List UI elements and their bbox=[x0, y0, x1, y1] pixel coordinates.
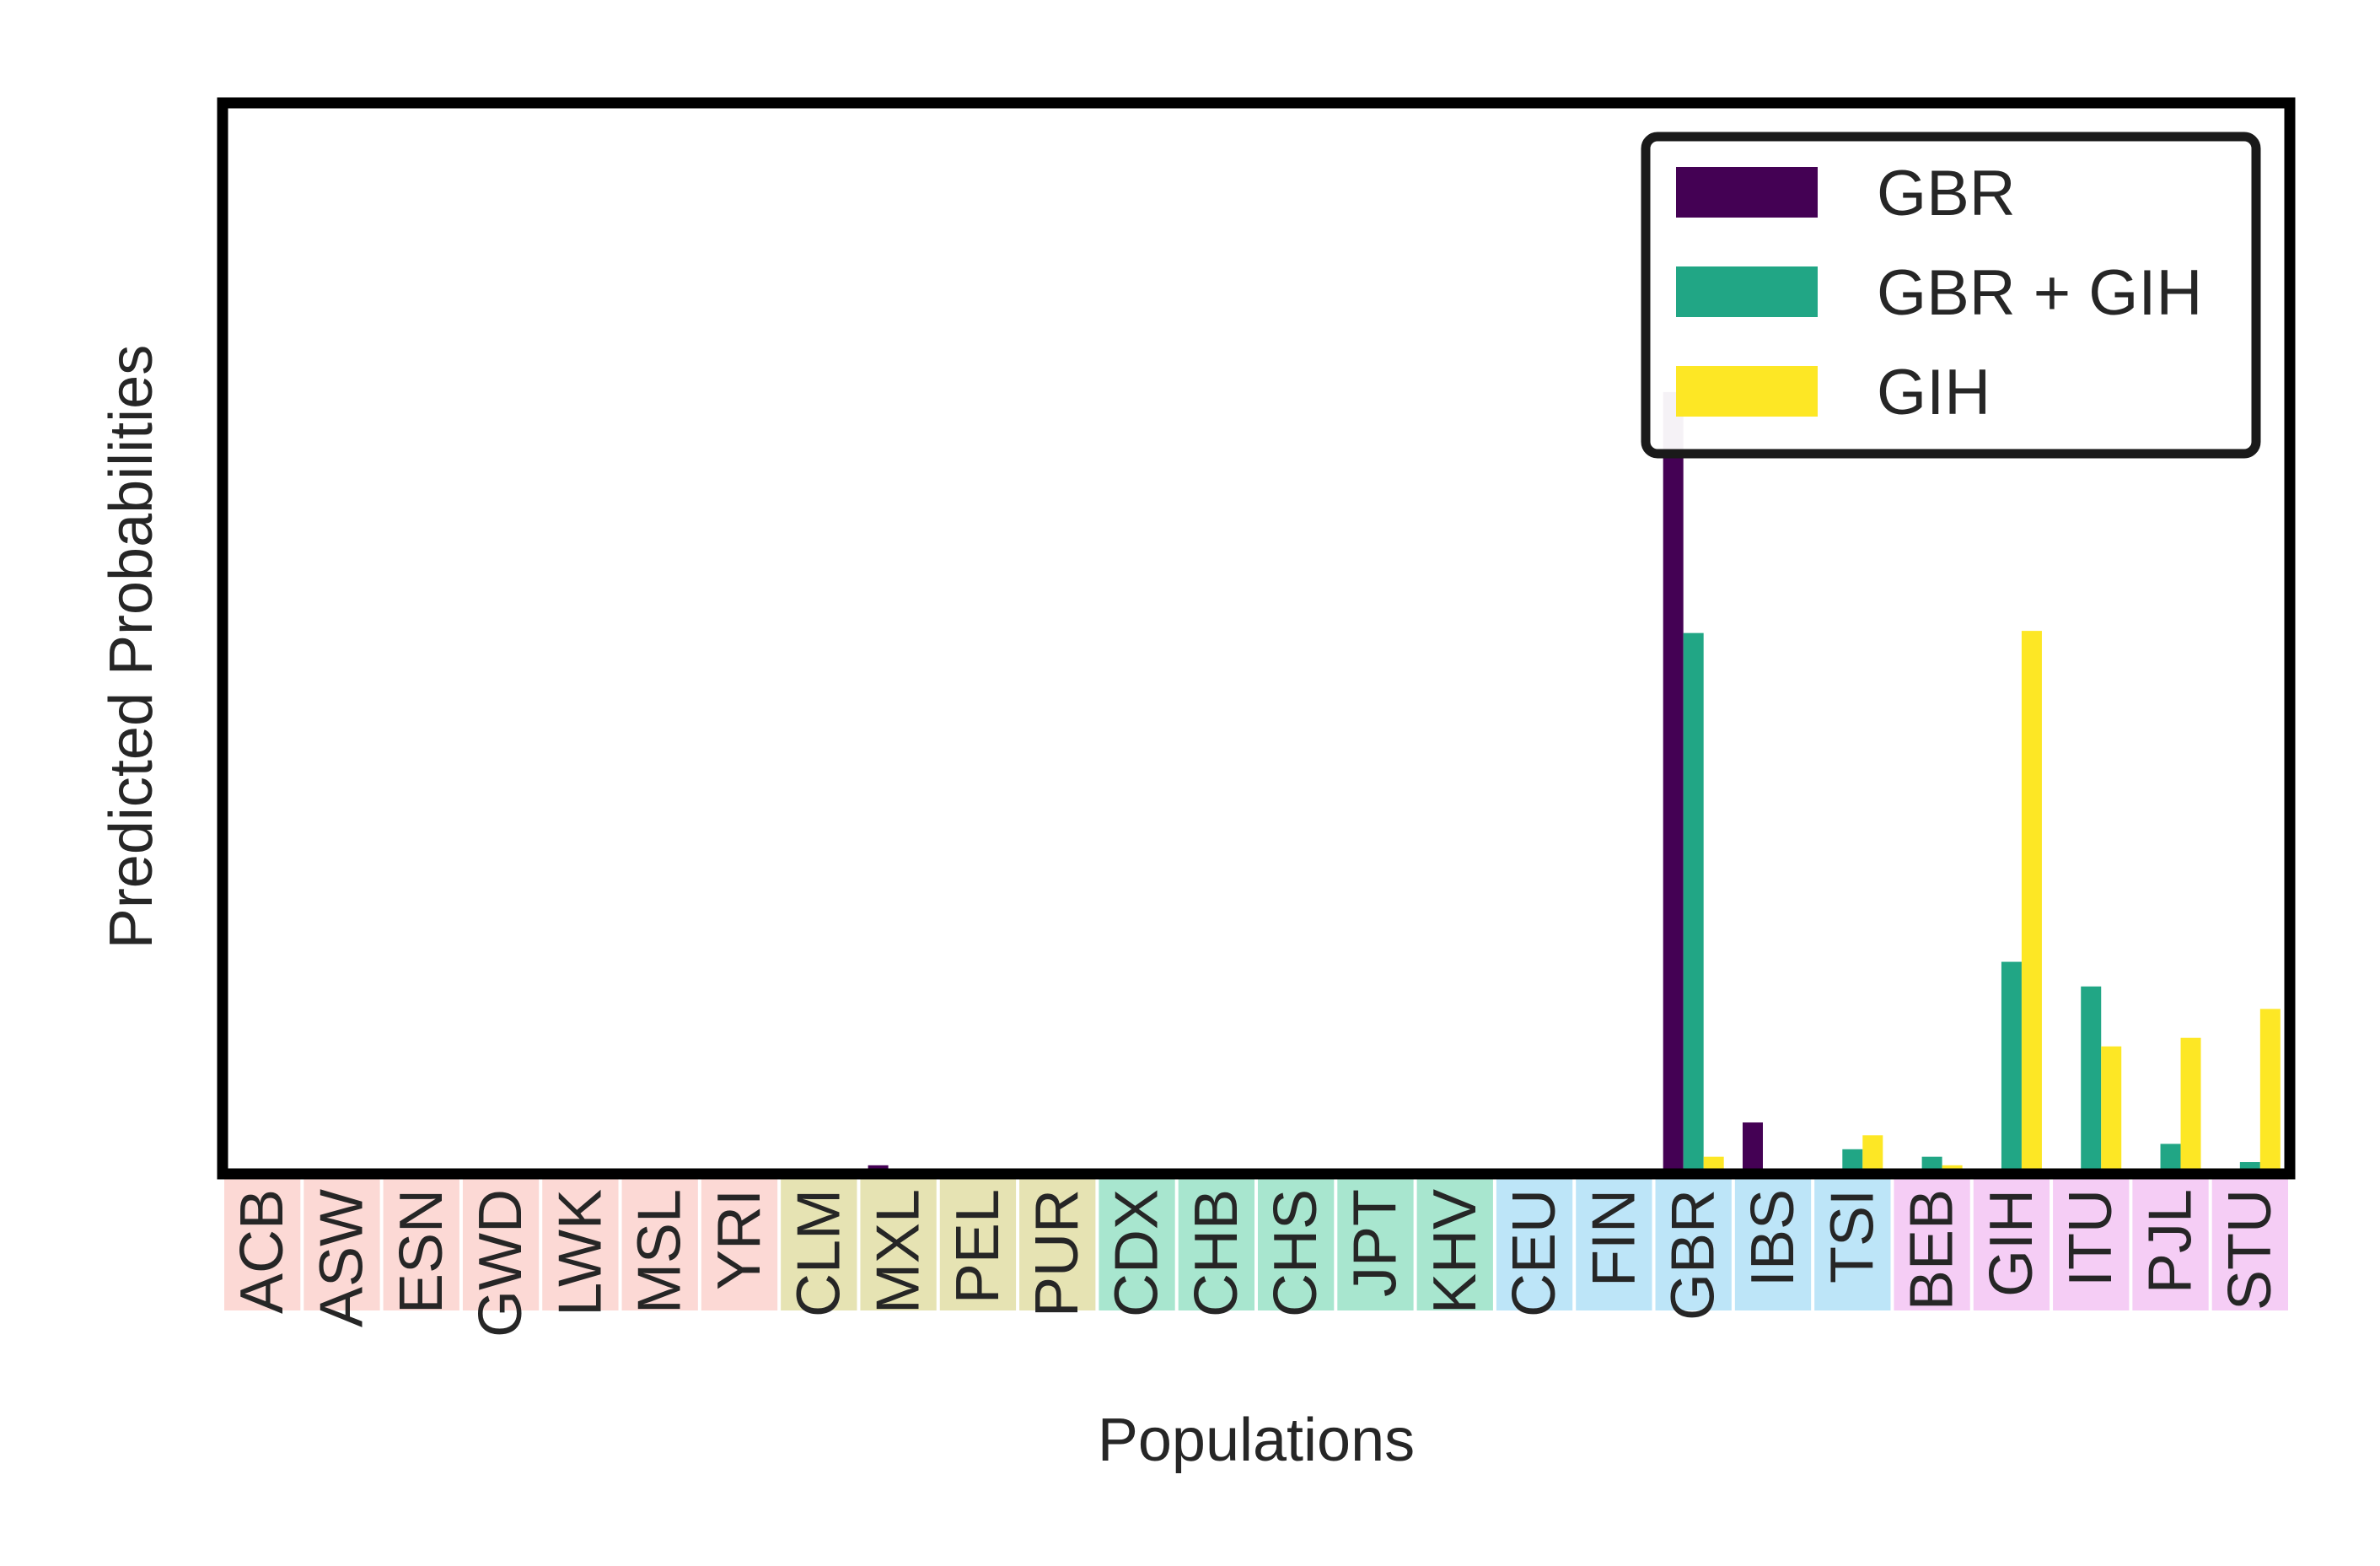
tick-bg-msl bbox=[621, 1179, 698, 1310]
tick-bg-beb bbox=[1894, 1179, 1970, 1310]
bar-gbr-gbr bbox=[1663, 391, 1684, 1174]
legend-label-gbr: GBR bbox=[1877, 158, 2016, 229]
legend-swatch-gih bbox=[1676, 366, 1818, 417]
x-tick-gih: GIH bbox=[1978, 1189, 2045, 1297]
x-tick-ceu: CEU bbox=[1501, 1189, 1568, 1317]
legend-label-gbr-gih: GBR + GIH bbox=[1877, 257, 2202, 329]
tick-bg-fin bbox=[1576, 1179, 1652, 1310]
bar-gih-pjl bbox=[2180, 1037, 2201, 1174]
x-tick-pel: PEL bbox=[944, 1189, 1012, 1304]
tick-bg-cdx bbox=[1099, 1179, 1175, 1310]
tick-bg-chb bbox=[1178, 1179, 1254, 1310]
x-tick-cdx: CDX bbox=[1104, 1189, 1171, 1317]
x-tick-asw: ASW bbox=[308, 1189, 375, 1327]
x-tick-ibs: IBS bbox=[1739, 1189, 1807, 1287]
x-tick-tsi: TSI bbox=[1819, 1189, 1886, 1283]
tick-bg-lwk bbox=[542, 1179, 619, 1310]
bars bbox=[868, 391, 2281, 1174]
x-tick-fin: FIN bbox=[1580, 1189, 1647, 1287]
category-backgrounds bbox=[224, 1179, 2288, 1310]
x-tick-itu: ITU bbox=[2057, 1189, 2125, 1287]
x-tick-chs: CHS bbox=[1262, 1189, 1330, 1317]
legend-label-gih: GIH bbox=[1877, 357, 1990, 428]
tick-bg-jpt bbox=[1337, 1179, 1414, 1310]
bar-gih-itu bbox=[2101, 1046, 2122, 1174]
x-tick-pur: PUR bbox=[1023, 1189, 1091, 1317]
x-tick-yri: YRI bbox=[706, 1189, 773, 1290]
tick-bg-stu bbox=[2211, 1179, 2288, 1310]
bar-gih-tsi bbox=[1862, 1135, 1883, 1174]
x-axis-label: Populations bbox=[1098, 1407, 1415, 1474]
x-tick-gbr: GBR bbox=[1660, 1189, 1727, 1321]
tick-bg-gwd bbox=[462, 1179, 540, 1310]
bar-gih-stu bbox=[2259, 1009, 2281, 1174]
tick-bg-tsi bbox=[1814, 1179, 1891, 1310]
bar-gbr-gih-itu bbox=[2081, 986, 2102, 1174]
bar-gih-gih bbox=[2021, 631, 2042, 1174]
tick-bg-pjl bbox=[2132, 1179, 2209, 1310]
x-tick-stu: STU bbox=[2216, 1189, 2284, 1310]
plot-frame bbox=[217, 97, 2296, 1180]
tick-bg-ceu bbox=[1496, 1179, 1573, 1310]
x-tick-beb: BEB bbox=[1899, 1189, 1966, 1310]
tick-bg-gih bbox=[1973, 1179, 2050, 1310]
bar-gbr-gih-gbr bbox=[1683, 632, 1704, 1174]
x-tick-clm: CLM bbox=[785, 1189, 852, 1317]
bar-gbr-gih-gih bbox=[2001, 961, 2022, 1174]
tick-bg-acb bbox=[224, 1179, 301, 1310]
tick-bg-ibs bbox=[1734, 1179, 1812, 1310]
legend-swatch-gbr-gih bbox=[1676, 266, 1818, 317]
tick-bg-asw bbox=[304, 1179, 380, 1310]
legend-swatch-gbr bbox=[1676, 167, 1818, 218]
x-tick-khv: KHV bbox=[1421, 1189, 1489, 1314]
tick-bg-esn bbox=[383, 1179, 459, 1310]
y-axis-label: Predicted Probabilities bbox=[98, 345, 165, 949]
tick-bg-chs bbox=[1258, 1179, 1335, 1310]
tick-bg-pur bbox=[1019, 1179, 1096, 1310]
bar-gbr-ibs bbox=[1743, 1122, 1763, 1174]
tick-bg-gbr bbox=[1655, 1179, 1732, 1310]
tick-bg-khv bbox=[1416, 1179, 1493, 1310]
tick-bg-mxl bbox=[860, 1179, 937, 1310]
x-tick-lwk: LWK bbox=[546, 1189, 614, 1316]
tick-bg-yri bbox=[701, 1179, 778, 1310]
legend: GBR GBR + GIH GIH bbox=[1641, 132, 2261, 459]
x-tick-pjl: PJL bbox=[2137, 1189, 2205, 1294]
x-tick-esn: ESN bbox=[388, 1189, 455, 1314]
tick-bg-pel bbox=[939, 1179, 1017, 1310]
x-tick-chb: CHB bbox=[1183, 1189, 1250, 1317]
x-tick-gwd: GWD bbox=[467, 1189, 535, 1337]
x-tick-msl: MSL bbox=[626, 1189, 694, 1314]
x-tick-acb: ACB bbox=[228, 1189, 296, 1314]
x-tick-jpt: JPT bbox=[1341, 1189, 1409, 1297]
x-tick-mxl: MXL bbox=[865, 1189, 932, 1314]
tick-bg-itu bbox=[2053, 1179, 2130, 1310]
tick-bg-clm bbox=[781, 1179, 857, 1310]
x-tick-labels: ACB ASW ESN GWD LWK MSL YRI CLM MXL PEL PUR CDX CHB C… bbox=[228, 1189, 2284, 1337]
